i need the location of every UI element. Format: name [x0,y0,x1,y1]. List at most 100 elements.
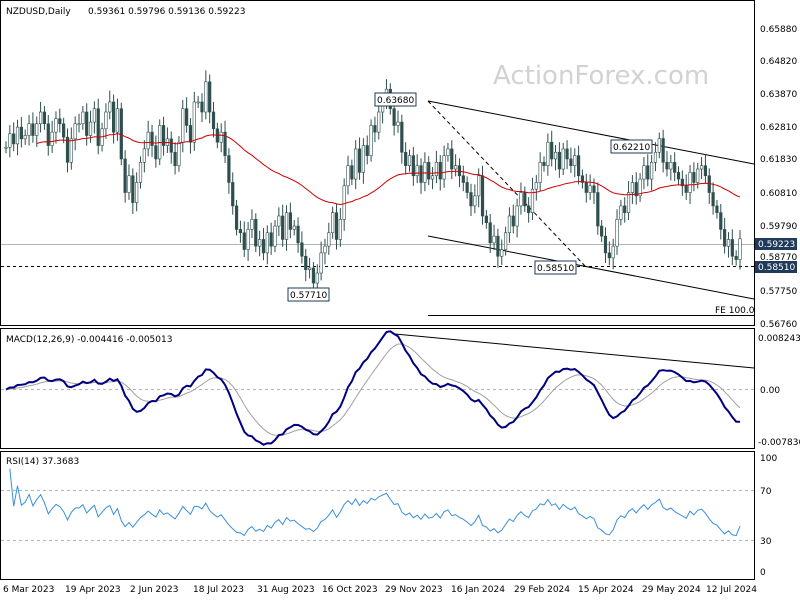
x-axis: 6 Mar 2023 19 Apr 2023 2 Jun 2023 18 Jul… [3,585,757,595]
candle [361,145,365,173]
candle [557,151,561,170]
candle [8,133,12,148]
candle [238,229,243,234]
macd-signal-line [5,343,741,436]
candle [208,81,212,113]
candle [65,136,70,163]
candle [488,222,492,244]
candle [38,111,43,125]
macd-trend-line [394,333,755,369]
annotation-high: 0.63680 [377,96,414,106]
watermark: ActionForex.com [493,61,709,91]
candle [346,165,350,187]
candle [515,205,519,227]
candle [434,162,439,177]
channel-upper-line [427,100,755,165]
annotation-low2: 0.58510 [537,264,574,274]
candle [265,232,269,254]
candle [511,215,515,227]
candle [546,141,550,166]
annotation-high2: 0.62210 [613,143,650,153]
candle [135,182,139,203]
candle [673,162,677,173]
rsi-panel [0,451,755,580]
x-tick: 18 Jul 2023 [193,585,244,595]
price-header-ohlc: 0.59361 0.59796 0.59136 0.59223 [88,7,245,17]
moving-average-line [36,133,741,206]
candle [269,232,273,247]
candle [407,155,412,166]
candle [35,123,39,136]
candle [699,165,704,170]
candle [131,175,135,203]
candle [523,192,527,207]
candle [223,131,227,156]
annotation-low: 0.57710 [290,291,327,301]
candle [427,162,431,180]
candle [92,108,96,123]
macd-y-tick: 0.008243 [758,334,800,344]
candle [404,151,408,166]
x-tick: 12 Jul 2024 [706,585,757,595]
x-tick: 16 Oct 2023 [322,585,378,595]
candle [254,219,258,247]
price-y-tick: 0.59790 [760,222,797,232]
candle [392,108,396,126]
candle [669,162,673,170]
candle [234,205,239,230]
candle [281,215,285,240]
price-y-tick: 0.56760 [760,320,797,330]
candle [196,101,200,104]
fib-projection-line [427,100,586,267]
candle [484,215,488,223]
current-price-tag: 0.59223 [758,240,795,250]
candle [115,108,120,133]
candle [154,145,158,160]
candle [296,225,300,244]
candle [576,155,581,177]
candle [477,175,481,197]
x-tick: 16 Jan 2024 [451,585,505,595]
candle [50,131,54,146]
candle [250,219,254,230]
candle [77,123,81,126]
candle [192,101,196,143]
candle [480,175,485,217]
candle [365,145,369,156]
candle [726,239,731,247]
candle [415,165,419,177]
candle [342,185,346,220]
candle [88,121,93,136]
candle [653,151,658,163]
candle [42,111,47,125]
macd-header: MACD(12,26,9) -0.004416 -0.005013 [6,335,172,345]
candle [611,245,615,259]
candle [607,252,611,259]
candle [430,175,435,180]
candle [188,125,193,143]
candle [665,162,669,170]
candle [638,178,642,197]
candle [246,229,250,250]
x-tick: 29 May 2024 [642,585,701,595]
candle [258,239,262,247]
candle [369,125,373,156]
candle [457,165,462,177]
candle [19,126,23,140]
candle [592,185,596,193]
candle [423,162,427,183]
candle [730,239,734,257]
candle [292,225,296,230]
candle [646,165,650,180]
price-y-tick: 0.62810 [760,123,797,133]
price-y-tick: 0.58770 [760,253,797,263]
candle [169,138,173,153]
candle [534,182,538,190]
candle [442,155,446,180]
candle [550,141,554,160]
candle [603,235,608,254]
rsi-header: RSI(14) 37.3683 [6,457,79,467]
candle [211,111,216,130]
candle [334,212,339,240]
candle [277,215,281,227]
